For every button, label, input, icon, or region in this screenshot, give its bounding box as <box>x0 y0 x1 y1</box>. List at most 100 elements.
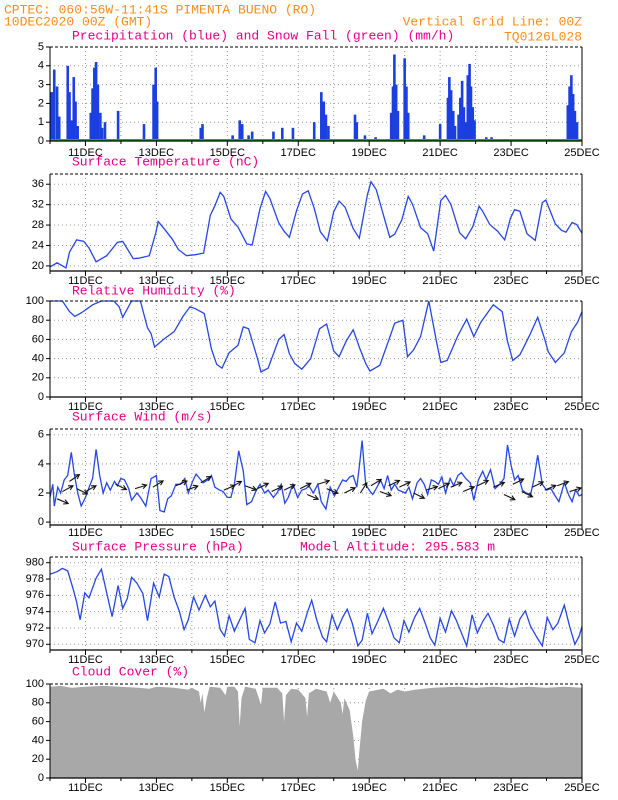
wind-arrow-head <box>158 480 165 486</box>
wind-arrow <box>477 479 490 487</box>
wind-arrow <box>503 493 516 501</box>
precip-bar <box>473 120 476 141</box>
precip-bar <box>55 86 59 141</box>
y-tick-label: 2 <box>38 487 44 499</box>
precip-bar <box>389 112 393 141</box>
precip-bar <box>103 122 107 141</box>
y-tick-label: 60 <box>32 716 44 728</box>
precip-bar <box>460 80 464 141</box>
precip-bar <box>291 127 295 141</box>
x-tick-label: 15DEC <box>210 401 246 413</box>
precip-bar <box>459 97 462 141</box>
precip-bar <box>281 127 284 141</box>
wind-arrow-head <box>432 485 439 491</box>
wind-arrow-head <box>362 481 368 488</box>
y-tick-label: 978 <box>26 573 44 585</box>
wind-arrow-shaft <box>230 480 242 488</box>
precip-bar <box>403 58 406 141</box>
precip-bar <box>272 131 275 141</box>
wind-arrow-shaft <box>569 487 582 493</box>
precip-bar <box>66 65 70 141</box>
header-code: TQ0126L028 <box>504 29 582 44</box>
wind-arrow-head <box>192 484 199 491</box>
x-tick-label: 25DEC <box>564 401 600 413</box>
x-tick-label: 15DEC <box>210 654 246 666</box>
wind-arrow <box>186 484 199 491</box>
x-tick-label: 25DEC <box>564 527 600 539</box>
wind-arrow-shaft <box>200 476 212 484</box>
wind-arrow-shaft <box>532 481 544 488</box>
wind-arrow <box>306 493 320 501</box>
series-line <box>49 180 583 269</box>
wind-arrow-head <box>141 483 148 490</box>
wind-arrow <box>175 480 189 487</box>
y-tick-label: 40 <box>32 353 44 365</box>
precip-bar <box>116 110 120 141</box>
wind-arrow-shaft <box>379 491 392 497</box>
precip-bar <box>566 105 570 141</box>
x-tick-label: 15DEC <box>210 147 246 159</box>
wind-arrow-head <box>332 489 339 495</box>
wind-arrow-head <box>563 480 570 486</box>
wind-arrow-head <box>576 486 583 492</box>
x-tick-label: 15DEC <box>210 275 246 287</box>
wind-arrow-shaft <box>477 480 489 487</box>
precip-bar <box>468 63 471 141</box>
wind-arrow-shaft <box>152 480 164 488</box>
y-tick-label: 974 <box>26 606 44 618</box>
precip-bar <box>320 92 323 141</box>
wind-arrow-head <box>518 478 525 484</box>
wind-arrow <box>359 481 368 494</box>
x-tick-label: 11DEC <box>68 782 103 794</box>
wind-arrow <box>344 486 357 494</box>
wind-arrow-shaft <box>512 478 524 485</box>
precip-bar <box>570 75 573 141</box>
precip-bar <box>575 122 579 141</box>
y-tick-label: 976 <box>26 589 44 601</box>
precip-bar <box>422 135 426 141</box>
precip-bar <box>91 88 94 141</box>
x-tick-label: 13DEC <box>139 147 175 159</box>
x-tick-label: 11DEC <box>68 401 103 413</box>
wind-arrow-shaft <box>186 485 199 491</box>
panel-4: Surface Wind (m/s) 0 2 4 6 11DEC 13DEC 15DEC 17D… <box>38 409 600 538</box>
x-tick-label: 17DEC <box>281 654 317 666</box>
panel-title: Relative Humidity (%) <box>72 283 236 298</box>
wind-arrow-shaft <box>134 484 147 490</box>
wind-arrow-head <box>444 482 451 488</box>
wind-arrow-head <box>499 481 506 487</box>
y-tick-label: 2 <box>38 97 44 109</box>
wind-arrow <box>379 491 393 497</box>
wind-arrow-head <box>350 486 357 493</box>
wind-arrow-head <box>538 481 545 487</box>
x-tick-label: 15DEC <box>210 782 246 794</box>
wind-arrow <box>56 498 70 505</box>
precip-bar <box>322 101 326 141</box>
wind-arrow <box>544 484 557 491</box>
x-tick-label: 11DEC <box>68 654 103 666</box>
wind-arrow <box>257 482 270 490</box>
precip-bar <box>363 135 367 141</box>
panel-3: Relative Humidity (%) 0 20 40 60 80 100 11DEC 13… <box>26 283 600 412</box>
wind-arrow-shaft <box>283 484 296 491</box>
precip-bar <box>199 127 203 141</box>
precip-bar <box>238 120 242 141</box>
x-tick-label: 21DEC <box>422 782 458 794</box>
wind-arrow-shaft <box>85 485 97 493</box>
x-tick-label: 11DEC <box>68 147 103 159</box>
precip-bar <box>471 107 475 141</box>
precip-bar <box>327 125 330 141</box>
wind-arrow-head <box>90 485 98 491</box>
wind-arrow-shaft <box>413 492 425 499</box>
panel-6: Cloud Cover (%) 0 20 40 60 80 100 11DEC 13DEC 15D… <box>26 664 600 793</box>
x-tick-label: 21DEC <box>422 275 458 287</box>
y-tick-label: 100 <box>26 295 44 307</box>
wind-arrow-head <box>405 481 412 487</box>
wind-arrow-shaft <box>462 486 475 493</box>
wind-arrow-shaft <box>69 474 80 482</box>
wind-arrow-head <box>376 478 383 485</box>
wind-arrow <box>370 478 383 487</box>
precip-bar <box>448 77 451 141</box>
x-tick-label: 25DEC <box>564 275 600 287</box>
wind-arrow-head <box>305 482 312 488</box>
